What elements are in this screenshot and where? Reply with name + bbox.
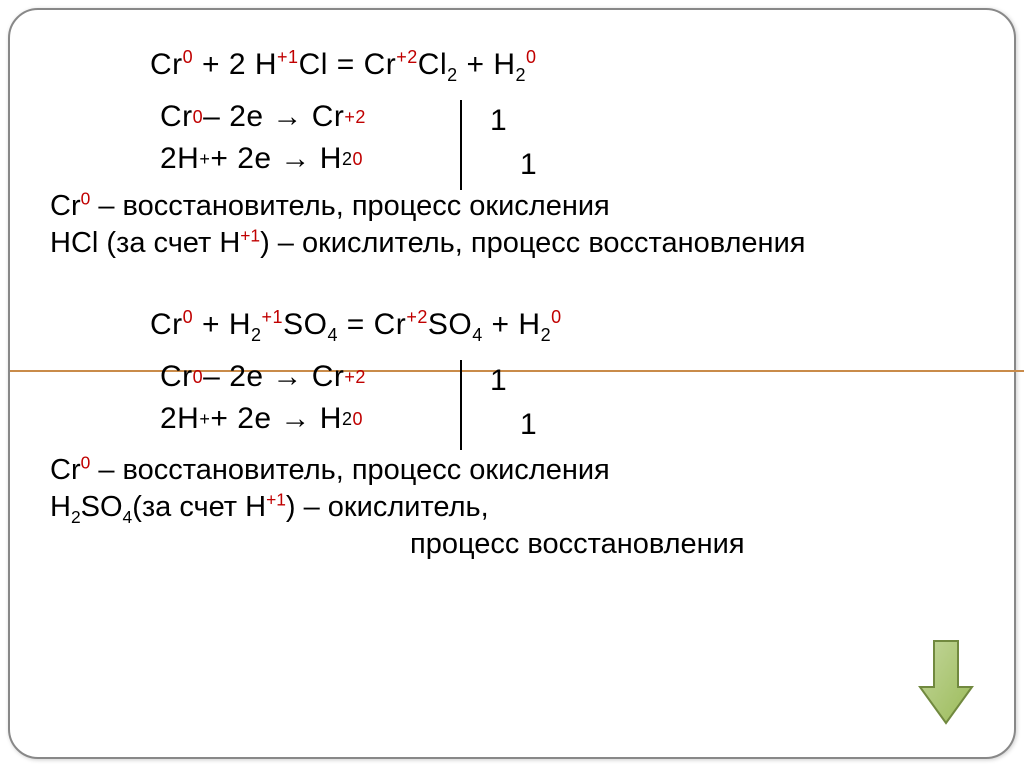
r3b: – восстановитель, процесс окисления — [90, 454, 609, 486]
down-arrow-icon — [918, 637, 974, 727]
h3a: Cr — [160, 360, 193, 394]
eq1-sub4: 2 — [447, 65, 458, 85]
eq1-t2: + 2 H — [193, 48, 277, 81]
coef1-2: 1 — [520, 148, 537, 182]
eq2-s2: +1 — [262, 307, 284, 327]
half2-line2: 2H+ + 2e → H20 — [160, 402, 974, 436]
coef1-1: 1 — [490, 104, 507, 138]
balance-bar-1 — [460, 100, 462, 190]
r1s: 0 — [81, 188, 91, 208]
eq2-s6: 0 — [551, 307, 562, 327]
role1-ox: Cr0 – восстановитель, процесс окисления — [50, 190, 974, 223]
slide-frame: Cr0 + 2 H+1Cl = Cr+2Cl2 + H20 Cr0 – 2e →… — [8, 8, 1016, 759]
slide-content-2: Cr0 + H2+1SO4 = Cr+2SO4 + H20 Cr0 – 2e →… — [10, 282, 1014, 583]
h2a: 2H — [160, 142, 199, 176]
eq2-t5: SO — [428, 308, 472, 341]
eq1-t3: Cl = Cr — [299, 48, 397, 81]
r4s: +1 — [266, 489, 286, 509]
eq1-s2: +1 — [277, 47, 299, 67]
eq2-sub5: 4 — [472, 325, 483, 345]
r4d: ) – окислитель, — [286, 491, 489, 523]
role2-red-line2: процесс восстановления — [410, 528, 974, 561]
coef2-1: 1 — [490, 364, 507, 398]
balance-bar-2 — [460, 360, 462, 450]
h4a: 2H — [160, 402, 199, 436]
r4b: SO — [81, 491, 123, 523]
r2b: ) – окислитель, процесс восстановления — [260, 227, 805, 259]
r4sub: 2 — [71, 507, 81, 527]
r4c: (за счет H — [132, 491, 266, 523]
half-reactions-2: Cr0 – 2e → Cr+2 2H+ + 2e → H20 1 1 — [50, 360, 974, 436]
eq1-sub5: 2 — [516, 65, 527, 85]
h1b: – 2e → Cr — [203, 100, 344, 134]
r4sub2: 4 — [123, 507, 133, 527]
h1a: Cr — [160, 100, 193, 134]
eq1-t1: Cr — [150, 48, 183, 81]
eq2-sub3: 4 — [327, 325, 338, 345]
slide-content: Cr0 + 2 H+1Cl = Cr+2Cl2 + H20 Cr0 – 2e →… — [10, 10, 1014, 282]
eq1-s1: 0 — [183, 47, 194, 67]
r5: процесс восстановления — [410, 528, 745, 560]
r2s: +1 — [240, 225, 260, 245]
eq2-t4: = Cr — [338, 308, 406, 341]
half1-line2: 2H+ + 2e → H20 — [160, 142, 974, 176]
eq2-t1: Cr — [150, 308, 183, 341]
equation-2: Cr0 + H2+1SO4 = Cr+2SO4 + H20 — [150, 308, 974, 342]
eq2-t2: + H — [193, 308, 251, 341]
eq2-s4: +2 — [406, 307, 428, 327]
eq1-s3: +2 — [396, 47, 418, 67]
role1-red: HCl (за счет H+1) – окислитель, процесс … — [50, 227, 974, 260]
role2-ox: Cr0 – восстановитель, процесс окисления — [50, 454, 974, 487]
r1b: – восстановитель, процесс окисления — [90, 190, 609, 222]
r3s: 0 — [81, 452, 91, 472]
coef2-2: 1 — [520, 408, 537, 442]
h3b: – 2e → Cr — [203, 360, 344, 394]
eq1-s5: 0 — [526, 47, 537, 67]
r3a: Cr — [50, 454, 81, 486]
half1-line1: Cr0 – 2e → Cr+2 — [160, 100, 974, 134]
h4b: + 2e → H — [210, 402, 342, 436]
eq2-t6: + H — [483, 308, 541, 341]
h2b: + 2e → H — [210, 142, 342, 176]
half2-line1: Cr0 – 2e → Cr+2 — [160, 360, 974, 394]
equation-1: Cr0 + 2 H+1Cl = Cr+2Cl2 + H20 — [150, 48, 974, 82]
role2-red: H2SO4(за счет H+1) – окислитель, — [50, 491, 974, 524]
half-reactions-1: Cr0 – 2e → Cr+2 2H+ + 2e → H20 1 1 — [50, 100, 974, 176]
r1a: Cr — [50, 190, 81, 222]
eq2-sub2: 2 — [251, 325, 262, 345]
eq2-s1: 0 — [183, 307, 194, 327]
r2a: HCl (за счет H — [50, 227, 240, 259]
eq2-sub6: 2 — [541, 325, 552, 345]
r4a: H — [50, 491, 71, 523]
eq2-t3: SO — [283, 308, 327, 341]
eq1-t4: Cl — [418, 48, 447, 81]
eq1-t5: + H — [458, 48, 516, 81]
